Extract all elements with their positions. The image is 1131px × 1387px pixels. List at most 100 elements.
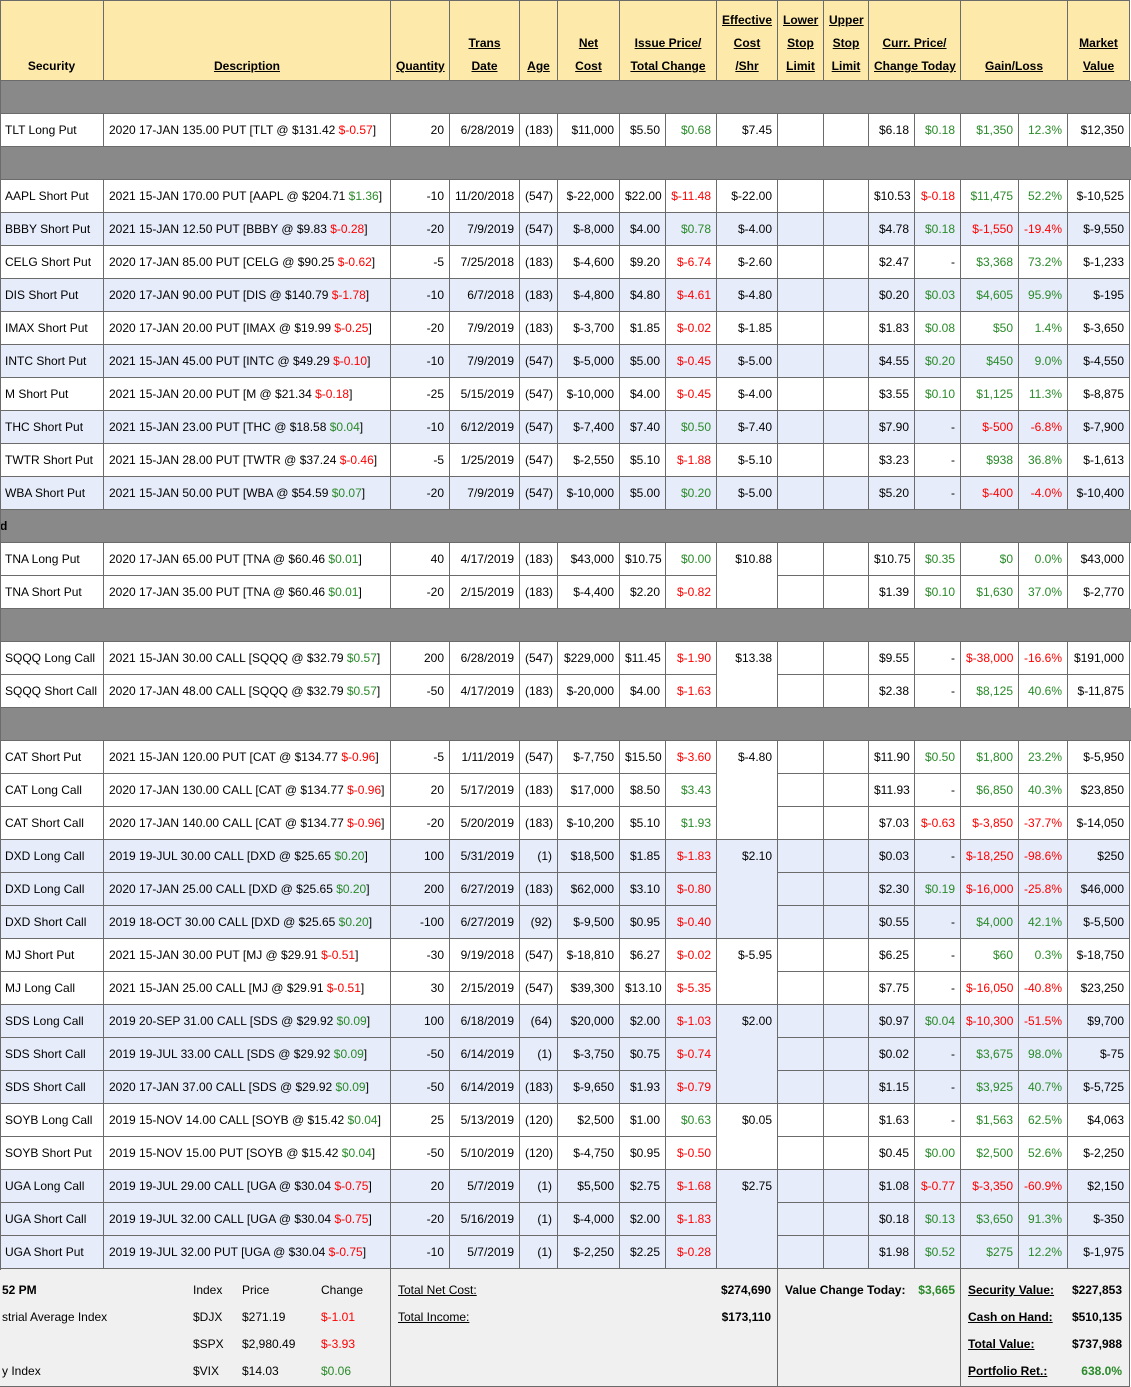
cell: $7.75 — [869, 972, 915, 1005]
stop-limit — [824, 411, 869, 444]
index-change: $-1.01 — [321, 1310, 356, 1324]
effective-cost: $-2.60 — [717, 246, 778, 279]
stop-limit — [778, 642, 824, 675]
cell: $-2,550 — [558, 444, 620, 477]
summary-value: $227,853 — [1071, 1283, 1122, 1297]
cell: $23,850 — [1068, 774, 1130, 807]
cell: -10 — [391, 411, 450, 444]
stop-limit — [778, 114, 824, 147]
description-text: 2020 17-JAN 25.00 CALL [DXD @ $25.65 — [109, 882, 337, 896]
header-text: Issue Price/ — [634, 36, 702, 50]
cell: $-9,550 — [1068, 213, 1130, 246]
security: SOYB Long Call — [0, 1104, 104, 1137]
cell: 7/25/2018 — [450, 246, 520, 279]
description-close: ] — [361, 486, 366, 500]
underlying-change: $-0.51 — [321, 948, 356, 962]
cell: 100 — [391, 1005, 450, 1038]
summary-label: Security Value: — [968, 1283, 1055, 1297]
cell: $5,500 — [558, 1170, 620, 1203]
cell: 0.3% — [1019, 939, 1068, 972]
cell: (1) — [520, 1038, 558, 1071]
underlying-change: $0.01 — [328, 552, 359, 566]
cell: 25 — [391, 1104, 450, 1137]
header-text: /Shr — [735, 59, 759, 73]
description: 2021 15-JAN 50.00 PUT [WBA @ $54.59 $0.0… — [104, 477, 391, 510]
cell: $-10,400 — [1068, 477, 1130, 510]
description-close: ] — [381, 783, 385, 797]
summary-value: $737,988 — [1071, 1337, 1122, 1351]
description: 2021 15-JAN 20.00 PUT [M @ $21.34 $-0.18… — [104, 378, 391, 411]
cell: $3.43 — [666, 774, 717, 807]
effective-cost: $-5.10 — [717, 444, 778, 477]
index-header: Price — [242, 1283, 270, 1297]
cell: 62.5% — [1019, 1104, 1068, 1137]
cell: -10 — [391, 279, 450, 312]
cell: $10.53 — [869, 180, 915, 213]
cell: $-7,750 — [558, 741, 620, 774]
description: 2020 17-JAN 35.00 PUT [TNA @ $60.46 $0.0… — [104, 576, 391, 609]
cell: $-400 — [961, 477, 1019, 510]
description: 2020 17-JAN 140.00 CALL [CAT @ $134.77 $… — [104, 807, 391, 840]
security: MJ Short Put — [0, 939, 104, 972]
security: CELG Short Put — [0, 246, 104, 279]
cell: $-1.90 — [666, 642, 717, 675]
description-close: ] — [366, 882, 370, 896]
cell: $39,300 — [558, 972, 620, 1005]
cell: $-4,600 — [558, 246, 620, 279]
underlying-change: $0.04 — [329, 420, 360, 434]
cell: $20,000 — [558, 1005, 620, 1038]
cell: $-16,000 — [961, 873, 1019, 906]
stop-limit — [778, 906, 824, 939]
cell: (183) — [520, 543, 558, 576]
cell: $-10,525 — [1068, 180, 1130, 213]
description-text: 2020 17-JAN 135.00 PUT [TLT @ $131.42 — [109, 123, 339, 137]
stop-limit — [778, 1104, 824, 1137]
description: 2020 17-JAN 48.00 CALL [SQQQ @ $32.79 $0… — [104, 675, 391, 708]
description-close: ] — [365, 288, 370, 302]
underlying-change: $-0.62 — [337, 255, 372, 269]
stop-limit — [824, 774, 869, 807]
stop-limit — [778, 1038, 824, 1071]
cell: (547) — [520, 972, 558, 1005]
cell: $-1.63 — [666, 675, 717, 708]
cell: $-75 — [1068, 1038, 1130, 1071]
cell: (547) — [520, 741, 558, 774]
cell: (120) — [520, 1104, 558, 1137]
description: 2020 17-JAN 135.00 PUT [TLT @ $131.42 $-… — [104, 114, 391, 147]
cell: $0.03 — [915, 279, 961, 312]
description: 2019 18-OCT 30.00 CALL [DXD @ $25.65 $0.… — [104, 906, 391, 939]
underlying-change: $-1.78 — [331, 288, 366, 302]
security: DXD Long Call — [0, 873, 104, 906]
cell: 42.1% — [1019, 906, 1068, 939]
description-text: 2020 17-JAN 65.00 PUT [TNA @ $60.46 — [109, 552, 329, 566]
description: 2019 19-JUL 29.00 CALL [UGA @ $30.04 $-0… — [104, 1170, 391, 1203]
cell: 5/17/2019 — [450, 774, 520, 807]
cell: $-0.77 — [915, 1170, 961, 1203]
cell: $7.40 — [620, 411, 666, 444]
cell: $0.13 — [915, 1203, 961, 1236]
security: DXD Long Call — [0, 840, 104, 873]
cell: $-3,350 — [961, 1170, 1019, 1203]
header-text: Lower — [783, 13, 819, 27]
cell: 200 — [391, 642, 450, 675]
market-time: 52 PM — [2, 1283, 37, 1297]
security: CAT Long Call — [0, 774, 104, 807]
cell: (183) — [520, 675, 558, 708]
cell: (183) — [520, 312, 558, 345]
cell: -20 — [391, 312, 450, 345]
cell: $1.93 — [666, 807, 717, 840]
stop-limit — [778, 312, 824, 345]
frame — [0, 0, 1, 1270]
cell: $-18,750 — [1068, 939, 1130, 972]
description-text: 2021 15-JAN 23.00 PUT [THC @ $18.58 — [109, 420, 330, 434]
cell: - — [915, 411, 961, 444]
cell: $2.38 — [869, 675, 915, 708]
cell: $15.50 — [620, 741, 666, 774]
cell: $13.10 — [620, 972, 666, 1005]
cell: $-1.88 — [666, 444, 717, 477]
description: 2020 17-JAN 85.00 PUT [CELG @ $90.25 $-0… — [104, 246, 391, 279]
description: 2019 19-JUL 32.00 PUT [UGA @ $30.04 $-0.… — [104, 1236, 391, 1269]
cell: -20 — [391, 477, 450, 510]
description-text: 2020 17-JAN 140.00 CALL [CAT @ $134.77 — [109, 816, 348, 830]
description-text: 2020 17-JAN 20.00 PUT [IMAX @ $19.99 — [109, 321, 335, 335]
